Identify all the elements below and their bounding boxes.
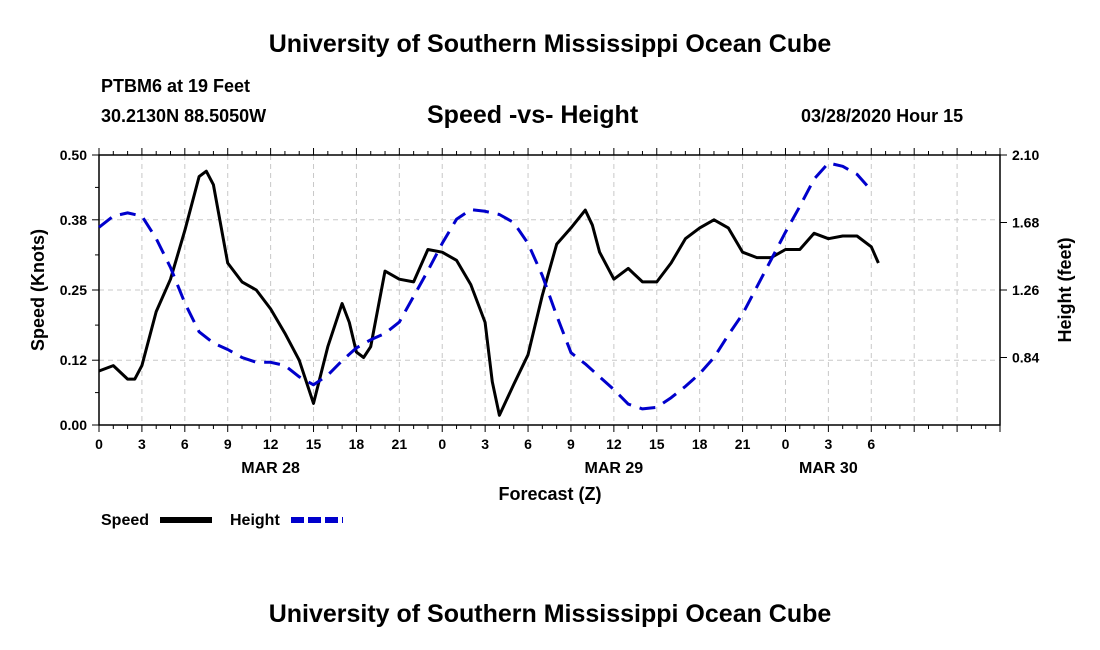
x-tick-label: 15 [649, 436, 665, 452]
grid [99, 155, 1000, 425]
x-tick-label: 21 [735, 436, 751, 452]
chart-title: Speed -vs- Height [427, 101, 639, 129]
x-tick-label: 3 [138, 436, 146, 452]
y-tick-label: 0.25 [60, 282, 87, 298]
y-axis-title: Speed (Knots) [28, 229, 48, 351]
coordinates-label: 30.2130N 88.5050W [101, 106, 267, 126]
x-axis-title: Forecast (Z) [498, 484, 601, 504]
y2-tick-label: 1.26 [1012, 282, 1039, 298]
x-tick-label: 9 [567, 436, 575, 452]
date-label: MAR 29 [585, 460, 644, 477]
x-tick-label: 18 [692, 436, 708, 452]
x-tick-label: 21 [392, 436, 408, 452]
speed-series-line [98, 169, 880, 417]
x-tick-label: 15 [306, 436, 322, 452]
series [98, 161, 880, 417]
x-tick-label: 0 [95, 436, 103, 452]
y2-tick-label: 2.10 [1012, 147, 1039, 163]
legend-speed-label: Speed [101, 512, 149, 529]
x-tick-label: 12 [606, 436, 622, 452]
y-tick-label: 0.12 [60, 352, 87, 368]
legend-height-label: Height [230, 512, 280, 529]
legend: Speed Height [101, 512, 343, 529]
y-tick-label: 0.38 [60, 212, 87, 228]
x-tick-label: 6 [867, 436, 875, 452]
height-series-line [98, 161, 873, 411]
y-tick-label: 0.00 [60, 417, 87, 433]
date-label: MAR 28 [241, 460, 300, 477]
axis-ticks [92, 148, 1007, 432]
date-label: MAR 30 [799, 460, 858, 477]
x-tick-label: 0 [438, 436, 446, 452]
x-tick-label: 6 [524, 436, 532, 452]
x-tick-label: 0 [782, 436, 790, 452]
station-label: PTBM6 at 19 Feet [101, 76, 251, 96]
timestamp-label: 03/28/2020 Hour 15 [801, 106, 964, 126]
x-tick-label: 18 [349, 436, 365, 452]
y2-axis-title: Height (feet) [1055, 238, 1075, 343]
axis-labels: 0 3 6 9 12 15 18 21 0 3 6 9 12 15 18 21 0 3 6 MAR 28 MAR 29 M… [28, 147, 1075, 504]
y-tick-label: 0.50 [60, 147, 87, 163]
x-tick-label: 6 [181, 436, 189, 452]
x-tick-label: 9 [224, 436, 232, 452]
x-tick-label: 3 [824, 436, 832, 452]
footer-title: University of Southern Mississippi Ocean… [268, 600, 832, 628]
x-tick-label: 12 [263, 436, 279, 452]
page-title: University of Southern Mississippi Ocean… [268, 30, 832, 58]
x-tick-label: 3 [481, 436, 489, 452]
y2-tick-label: 0.84 [1012, 350, 1039, 366]
y2-tick-label: 1.68 [1012, 215, 1039, 231]
